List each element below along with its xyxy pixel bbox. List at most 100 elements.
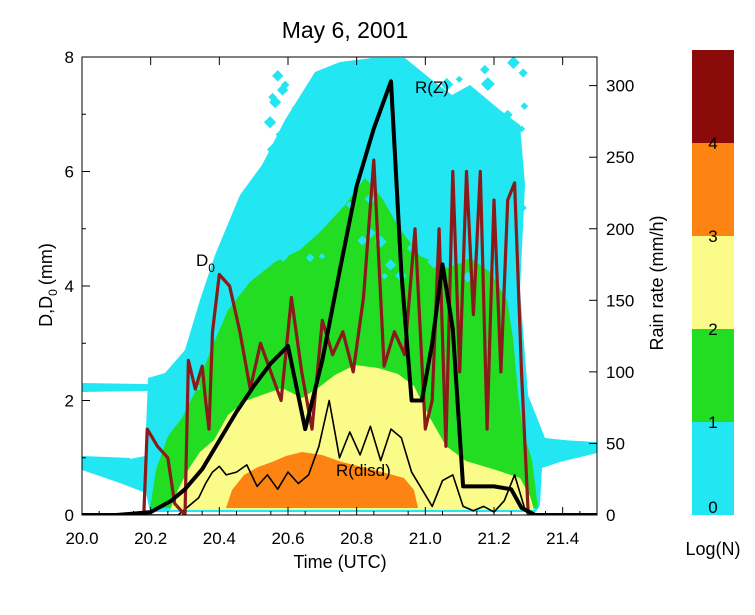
contour-cell (280, 80, 290, 90)
contour-cell (341, 156, 349, 163)
chart-title: May 6, 2001 (282, 17, 409, 43)
contour-cell (302, 113, 310, 121)
colorbar-tick-label: 3 (708, 227, 717, 246)
annotation-d0-sub: 0 (208, 261, 215, 275)
y-right-tick-label: 100 (606, 363, 634, 382)
contour-cell (508, 259, 521, 273)
annotation-d0: D0 (196, 251, 215, 275)
x-tick-label: 20.2 (134, 529, 167, 548)
contour-cell (463, 101, 471, 109)
contour-cell (395, 111, 405, 121)
contour-streak (82, 456, 130, 468)
contour-cell (520, 102, 529, 110)
contour-cell (479, 116, 491, 128)
contour-cell (340, 169, 355, 184)
y-axis-right: 0 50 100 150 200 250 300 (589, 77, 634, 525)
colorbar-tick-label: 2 (708, 320, 717, 339)
contour-cell (275, 130, 283, 139)
contour-cell (370, 65, 379, 73)
contour-cell (429, 167, 440, 178)
y-right-tick-label: 200 (606, 220, 634, 239)
contour-cell (412, 147, 421, 156)
contour-cell (352, 101, 362, 112)
contour-cell (318, 253, 326, 260)
contour-cell (335, 181, 347, 193)
contour-cell (419, 223, 431, 235)
contour-cell (502, 109, 513, 120)
y-left-tick-label: 4 (65, 277, 74, 296)
y-axis-left-label-sub: 0 (46, 289, 60, 296)
series-line-rdisd (82, 399, 597, 515)
contour-cell (288, 189, 295, 197)
contour-cell (517, 125, 526, 133)
contour-cell (263, 116, 277, 129)
contour-cell (319, 126, 330, 137)
y-left-tick-label: 6 (65, 163, 74, 182)
contour-cell (330, 104, 341, 115)
x-axis-label: Time (UTC) (293, 552, 386, 572)
annotation-rdisd: R(disd) (336, 461, 391, 480)
x-tick-label: 20.0 (65, 529, 98, 548)
contour-cell (305, 253, 315, 263)
colorbar-tick-label: 1 (708, 413, 717, 432)
contour-cell (275, 70, 282, 77)
y-right-tick-label: 50 (606, 434, 625, 453)
contour-cell (518, 68, 528, 78)
contour-cell (481, 187, 493, 199)
contour-cell (398, 180, 412, 195)
y-right-tick-label: 150 (606, 291, 634, 310)
x-tick-label: 21.2 (477, 529, 510, 548)
annotations: R(Z) D0 R(disd) (196, 78, 449, 480)
contour-cell (381, 272, 388, 280)
y-right-tick-label: 300 (606, 77, 634, 96)
annotation-d0-main: D (196, 251, 208, 270)
contour-cell (266, 246, 281, 260)
contour-band (226, 452, 418, 508)
contour-cell (345, 201, 353, 209)
contour-cell (293, 170, 300, 177)
contour-cell (337, 95, 349, 107)
contour-cell (441, 249, 450, 258)
contour-cell (436, 206, 446, 217)
colorbar-segment (692, 143, 734, 236)
contour-cell (412, 108, 420, 116)
contour-cell (323, 96, 335, 108)
y-left-tick-label: 2 (65, 392, 74, 411)
colorbar-segment (692, 329, 734, 422)
contour-cell (403, 62, 416, 75)
contour-cell (415, 170, 426, 181)
contour-cell (492, 157, 501, 167)
contour-cell (278, 252, 288, 262)
contour-cell (472, 106, 484, 118)
contour-cell (433, 140, 443, 149)
x-axis: 20.0 20.2 20.4 20.6 20.8 21.0 21.2 21.4 (65, 57, 581, 548)
contour-cell (417, 120, 428, 132)
contour-cell (505, 226, 516, 237)
contour-cell (475, 129, 485, 138)
x-tick-label: 20.8 (340, 529, 373, 548)
colorbar-label: Log(N) (685, 539, 740, 559)
contour-cell (464, 137, 471, 144)
contour-cell (460, 150, 470, 160)
x-tick-label: 20.4 (203, 529, 236, 548)
contour-cell (286, 213, 299, 226)
colorbar-segment (692, 50, 734, 143)
contour-cell (480, 77, 495, 92)
x-tick-label: 21.0 (409, 529, 442, 548)
contour-cell (440, 78, 454, 91)
contour-cell (370, 76, 385, 91)
contour-cell (338, 103, 349, 114)
x-tick-label: 21.4 (546, 529, 579, 548)
contour-cell (266, 143, 280, 156)
y-right-tick-label: 250 (606, 148, 634, 167)
series-line-rz (82, 79, 597, 515)
colorbar-segment (692, 236, 734, 329)
x-tick-label: 20.6 (271, 529, 304, 548)
contour-cell (485, 168, 493, 176)
contour-cell (290, 142, 300, 151)
y-left-tick-label: 8 (65, 48, 74, 67)
y-left-tick-label: 0 (65, 506, 74, 525)
contour-cell (291, 104, 299, 112)
contour-cell (395, 82, 406, 94)
